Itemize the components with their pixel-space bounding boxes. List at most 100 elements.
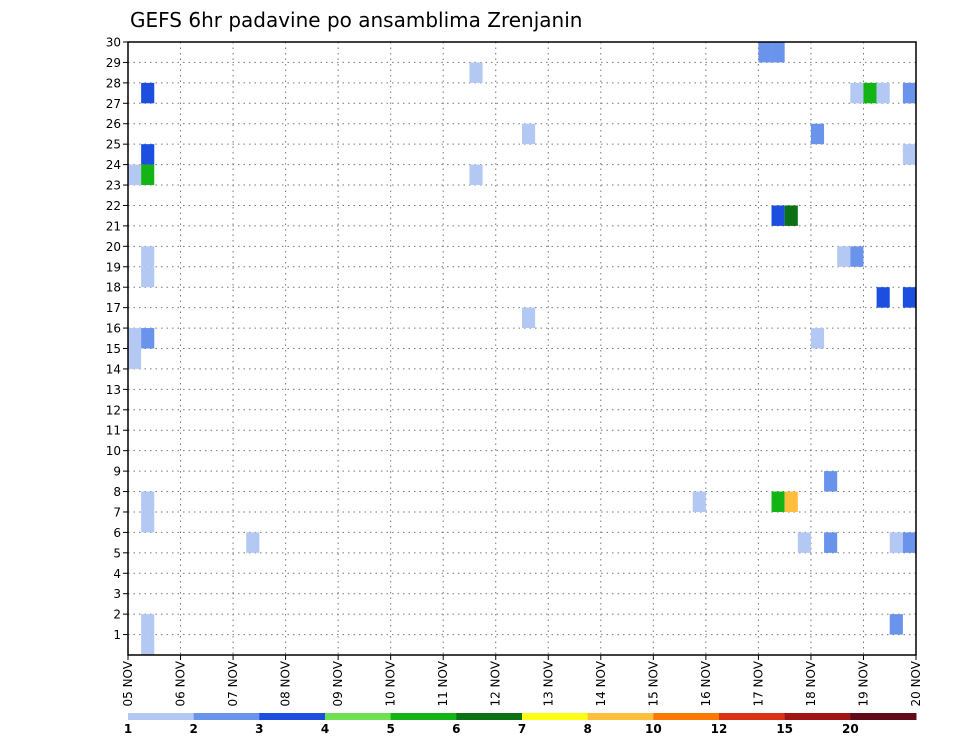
- precip-cell: [771, 205, 785, 226]
- precip-cell: [128, 328, 142, 349]
- colorbar-label: 7: [518, 722, 526, 736]
- x-tick-label: 20 NOV: [909, 660, 923, 706]
- y-tick-label: 18: [106, 281, 121, 295]
- precip-cell: [824, 532, 838, 553]
- precip-cell: [902, 532, 916, 553]
- y-tick-label: 20: [106, 240, 121, 254]
- precip-cell: [876, 82, 890, 104]
- colorbar-segment: [653, 713, 720, 720]
- y-tick-label: 15: [106, 342, 121, 356]
- colorbar-segment: [259, 713, 326, 720]
- x-axis: 05 NOV 06 NOV 07 NOV 08 NOV 09 NOV 10 NOV 11 N…: [121, 655, 923, 707]
- y-tick-label: 9: [113, 465, 121, 479]
- precip-cell: [469, 62, 483, 83]
- colorbar-segment: [850, 713, 917, 720]
- x-tick-label: 08 NOV: [279, 660, 293, 706]
- x-tick-label: 13 NOV: [541, 660, 555, 706]
- precip-cell: [141, 511, 155, 533]
- y-tick-label: 10: [106, 444, 121, 458]
- precip-cell: [246, 532, 260, 553]
- x-tick-label: 12 NOV: [489, 660, 503, 706]
- colorbar-label: 2: [189, 722, 197, 736]
- precip-cell: [141, 246, 155, 267]
- precip-cell: [797, 532, 811, 553]
- x-tick-label: 14 NOV: [594, 660, 608, 706]
- precip-cell: [902, 144, 916, 165]
- colorbar-label: 10: [645, 722, 662, 736]
- y-tick-label: 13: [106, 383, 121, 397]
- precip-cell: [141, 634, 155, 655]
- precip-cell: [758, 42, 772, 63]
- x-tick-label: 09 NOV: [331, 660, 345, 706]
- y-tick-label: 25: [106, 138, 121, 152]
- colorbar-segment: [719, 713, 786, 720]
- colorbar-label: 3: [255, 722, 263, 736]
- colorbar-label: 4: [321, 722, 329, 736]
- precip-cell: [771, 491, 785, 512]
- y-tick-label: 22: [106, 199, 121, 213]
- precip-cell: [863, 82, 877, 104]
- colorbar-label: 1: [124, 722, 132, 736]
- precip-cell: [771, 42, 785, 63]
- x-tick-label: 05 NOV: [121, 660, 135, 706]
- colorbar-segment: [522, 713, 589, 720]
- y-tick-label: 7: [113, 505, 121, 519]
- y-tick-label: 29: [106, 56, 121, 70]
- x-tick-label: 11 NOV: [436, 660, 450, 706]
- precip-cell: [141, 328, 155, 349]
- colorbar-label: 6: [452, 722, 460, 736]
- precip-cell: [902, 287, 916, 308]
- precip-cell: [824, 471, 838, 492]
- precip-cell: [692, 491, 706, 512]
- y-tick-label: 12: [106, 403, 121, 417]
- colorbar-segment: [587, 713, 654, 720]
- colorbar-segment: [128, 713, 195, 720]
- y-tick-label: 23: [106, 179, 121, 193]
- y-tick-label: 24: [106, 158, 121, 172]
- precip-cell: [889, 532, 903, 553]
- y-tick-label: 14: [106, 362, 121, 376]
- precip-cell: [850, 246, 864, 267]
- y-tick-label: 6: [113, 526, 121, 540]
- x-tick-label: 18 NOV: [804, 660, 818, 706]
- data-cells: [128, 42, 916, 655]
- y-axis: 1234567891011121314151617181920212223242…: [106, 36, 128, 642]
- x-tick-label: 07 NOV: [226, 660, 240, 706]
- y-tick-label: 26: [106, 117, 121, 131]
- y-tick-label: 28: [106, 76, 121, 90]
- colorbar-segment: [390, 713, 457, 720]
- precip-cell: [902, 82, 916, 104]
- x-tick-label: 16 NOV: [699, 660, 713, 706]
- colorbar-label: 12: [711, 722, 728, 736]
- y-tick-label: 11: [106, 424, 121, 438]
- y-tick-label: 30: [106, 36, 121, 50]
- y-tick-label: 19: [106, 260, 121, 274]
- colorbar-segment: [325, 713, 392, 720]
- precip-cell: [850, 82, 864, 104]
- x-tick-label: 10 NOV: [384, 660, 398, 706]
- precip-cell: [784, 205, 798, 226]
- y-tick-label: 5: [113, 546, 121, 560]
- y-tick-label: 8: [113, 485, 121, 499]
- y-tick-label: 21: [106, 219, 121, 233]
- x-tick-label: 17 NOV: [751, 660, 765, 706]
- precip-cell: [889, 614, 903, 635]
- precip-cell: [141, 614, 155, 635]
- precip-cell: [522, 307, 536, 329]
- chart-title: GEFS 6hr padavine po ansamblima Zrenjani…: [130, 8, 582, 32]
- colorbar-segment: [193, 713, 260, 720]
- y-tick-label: 16: [106, 322, 121, 336]
- precip-cell: [810, 328, 825, 349]
- precip-cell: [141, 491, 155, 512]
- y-tick-label: 4: [113, 567, 121, 581]
- colorbar-label: 8: [583, 722, 591, 736]
- y-tick-label: 17: [106, 301, 121, 315]
- colorbar: 1 2 3 4 5 6 7 8 10 12 15 20: [124, 713, 917, 736]
- y-tick-label: 2: [113, 608, 121, 622]
- precip-cell: [128, 164, 142, 186]
- x-tick-label: 19 NOV: [856, 660, 870, 706]
- x-tick-label: 15 NOV: [646, 660, 660, 706]
- precip-cell: [810, 123, 825, 145]
- y-tick-label: 3: [113, 587, 121, 601]
